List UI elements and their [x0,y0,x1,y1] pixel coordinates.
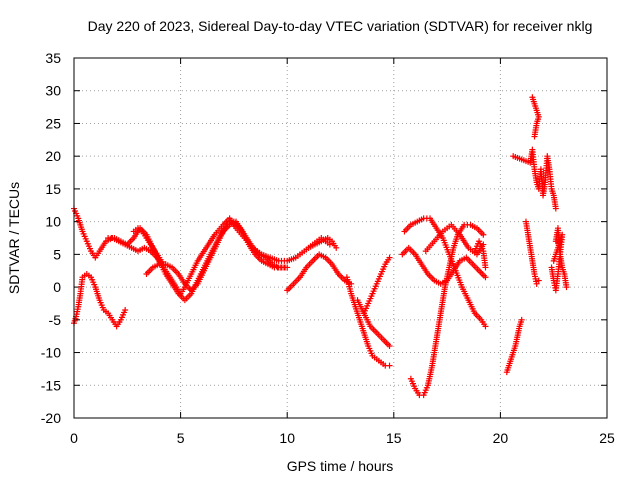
series-arc-o [471,238,489,271]
data-point [386,362,393,369]
data-point [160,261,167,268]
series-arc-u [552,225,570,291]
series-arc-r [529,94,542,140]
data-point [518,316,525,323]
y-tick-label: -20 [41,410,61,426]
series-arc-j [354,297,393,349]
plot-border [73,57,608,419]
x-tick-label: 10 [279,430,295,446]
x-axis-title: GPS time / hours [287,458,394,474]
data-point [480,231,487,238]
data-point [531,133,538,140]
x-tick-label: 25 [599,430,615,446]
data-point [535,277,542,284]
series-arc-e [130,225,167,268]
data-point [386,343,393,349]
data-point [333,244,340,251]
data-point [482,323,489,330]
y-tick-label: 20 [45,148,61,164]
x-tick-label: 0 [70,430,78,446]
series-arc-b [71,271,129,330]
data-points [71,94,570,399]
y-tick-label: 30 [45,83,61,99]
series-arc-h [343,274,393,369]
series-arc-m [399,244,489,287]
chart-title: Day 220 of 2023, Sidereal Day-to-day VTE… [88,18,593,34]
series-arc-d [143,218,291,294]
y-tick-label: -5 [49,312,62,328]
y-tick-label: 10 [45,214,61,230]
y-tick-label: 5 [53,246,61,262]
series-arc-l [407,221,487,399]
y-axis-title: SDTVAR / TECUs [6,182,22,294]
series-arc-q [510,146,559,212]
x-tick-label: 20 [493,430,509,446]
grid [74,58,607,418]
y-tick-label: 0 [53,279,61,295]
y-tick-label: -15 [41,377,61,393]
data-point [482,274,489,281]
data-point [482,264,489,271]
series-arc-g [305,235,340,251]
x-tick-label: 5 [177,430,185,446]
data-point [550,257,557,264]
data-point [122,307,129,313]
y-tick-label: 25 [45,115,61,131]
series-arc-s [522,218,542,287]
data-point [533,280,540,287]
ticks: 0 5 10 15 20 25 -20 -15 -10 -5 0 5 10 15 20 25 30 35 [41,50,615,446]
y-tick-label: -10 [41,345,61,361]
data-point [563,284,570,291]
data-point [552,205,559,212]
y-tick-label: 15 [45,181,61,197]
y-tick-label: 35 [45,50,61,66]
data-point [386,254,393,261]
data-point [284,264,291,271]
series-arc-p [503,316,525,376]
series-arc-n [422,221,487,258]
x-tick-label: 15 [386,430,402,446]
